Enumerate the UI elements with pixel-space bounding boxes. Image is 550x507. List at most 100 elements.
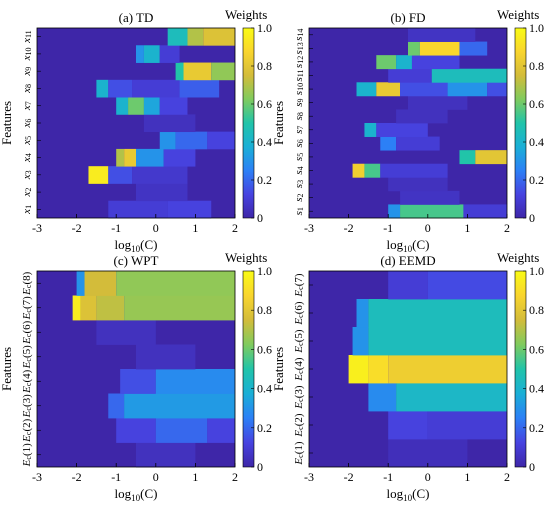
heatmap-cell [96, 295, 125, 321]
x-tick-label: -3 [304, 470, 314, 484]
colorbar-tick-label: 0.2 [257, 421, 272, 435]
colorbar-label: Weights [497, 7, 539, 22]
colorbar-tick-label: 0.4 [529, 135, 544, 149]
heatmap-cell [380, 136, 397, 151]
y-tick-label: s12 [293, 56, 305, 68]
heatmap-cell [84, 271, 117, 296]
heatmap-cell [175, 62, 184, 81]
heatmap-cell [368, 355, 389, 384]
heatmap-cell [136, 442, 196, 468]
colorbar-tick-label: 1.0 [529, 21, 544, 35]
colorbar [514, 27, 527, 219]
y-tick-label: s11 [293, 70, 305, 82]
heatmap-cell [408, 41, 420, 56]
colorbar-tick-label: 0 [257, 460, 263, 474]
y-tick-label: Ec(7) [21, 296, 33, 320]
x-tick-label: 2 [232, 221, 238, 235]
heatmap-cell [187, 28, 204, 46]
x-tick-label: -2 [72, 470, 82, 484]
y-axis-label: Features [271, 101, 286, 145]
panel-title: (d) EEMD [380, 253, 435, 268]
heatmap-cell [376, 55, 397, 70]
x-tick-label: 0 [425, 221, 431, 235]
x-tick-label: 0 [153, 221, 159, 235]
heatmap-cell [408, 95, 468, 110]
colorbar-tick-label: 0 [257, 211, 263, 225]
heatmap-cell [183, 62, 212, 81]
heatmap-cell [396, 55, 412, 70]
heatmap-cell [96, 79, 109, 98]
x-tick-label: 0 [425, 470, 431, 484]
colorbar-tick-label: 0.8 [257, 59, 272, 73]
colorbar-tick-label: 0 [529, 211, 535, 225]
x-tick-label: 1 [464, 221, 470, 235]
heatmap-cell [396, 383, 507, 412]
y-tick-label: x7 [21, 101, 33, 111]
y-tick-label: Ec(7) [293, 273, 305, 297]
heatmap-cell [116, 148, 125, 167]
x-tick-label: -2 [72, 221, 82, 235]
heatmap-cell [108, 166, 133, 184]
heatmap-cell [167, 28, 188, 46]
colorbar-label: Weights [225, 7, 267, 22]
y-tick-label: Ec(2) [21, 418, 33, 442]
heatmap-cell [116, 271, 235, 296]
heatmap-cell [400, 82, 448, 97]
y-tick-label: x9 [21, 67, 33, 77]
heatmap-cell [368, 327, 507, 356]
colorbar-tick-label: 1.0 [529, 264, 544, 278]
heatmap-cell [388, 177, 448, 192]
heatmap-cell [376, 82, 401, 97]
y-tick-label: s14 [293, 29, 305, 41]
colorbar-tick-label: 0.2 [257, 173, 272, 187]
heatmap-cell [155, 418, 208, 443]
colorbar-tick-label: 0.8 [529, 59, 544, 73]
y-tick-label: s6 [293, 139, 305, 147]
heatmap-cell [211, 62, 235, 81]
heatmap-cell [459, 150, 476, 165]
heatmap-cell [128, 97, 144, 115]
y-tick-label: x4 [21, 153, 33, 163]
x-tick-label: 1 [464, 470, 470, 484]
heatmap-cell [136, 344, 196, 370]
colorbar [242, 270, 255, 468]
y-tick-label: x10 [21, 47, 33, 61]
colorbar-tick-label: 0.6 [529, 342, 544, 356]
heatmap-cell [368, 383, 397, 412]
heatmap-cell [132, 166, 188, 184]
colorbar-tick-label: 0.8 [257, 303, 272, 317]
heatmap-cell [459, 41, 488, 56]
heatmap-cell [159, 45, 180, 63]
colorbar-tick-label: 1.0 [257, 21, 272, 35]
axes-frame [36, 270, 236, 468]
y-tick-label: x8 [21, 84, 33, 94]
colorbar-tick-label: 0.2 [529, 421, 544, 435]
heatmap-cell [167, 200, 212, 219]
x-tick-label: 2 [504, 221, 510, 235]
x-tick-label: -3 [304, 221, 314, 235]
panel-title: (b) FD [390, 10, 425, 25]
heatmap-cell [88, 166, 109, 184]
heatmap-cell [120, 369, 156, 394]
y-tick-label: s8 [293, 112, 305, 120]
heatmap-cell [108, 200, 168, 219]
heatmap-cell [380, 163, 448, 178]
y-tick-label: s2 [293, 194, 305, 202]
x-tick-label: -2 [344, 470, 354, 484]
colorbar-tick-label: 0.4 [529, 382, 544, 396]
y-tick-label: s3 [293, 180, 305, 188]
y-tick-label: x1 [21, 205, 33, 215]
y-tick-label: s7 [293, 126, 305, 134]
colorbar-tick-label: 1.0 [257, 264, 272, 278]
y-tick-label: Ec(4) [21, 369, 33, 393]
colorbar-tick-label: 0.2 [529, 173, 544, 187]
heatmap-cell [76, 271, 85, 296]
heatmap-cell [80, 295, 97, 321]
y-tick-label: s13 [293, 42, 305, 54]
colorbar [514, 270, 527, 468]
heatmap-cell [143, 114, 196, 133]
heatmap-cell [487, 82, 507, 97]
y-tick-label: x2 [21, 188, 33, 198]
heatmap-panel-1: (a) TD -3 -2 -1 0 1 2 log10(C) x1 x2 x3 x4 x5 x6 x7 x8 x… [0, 7, 272, 254]
